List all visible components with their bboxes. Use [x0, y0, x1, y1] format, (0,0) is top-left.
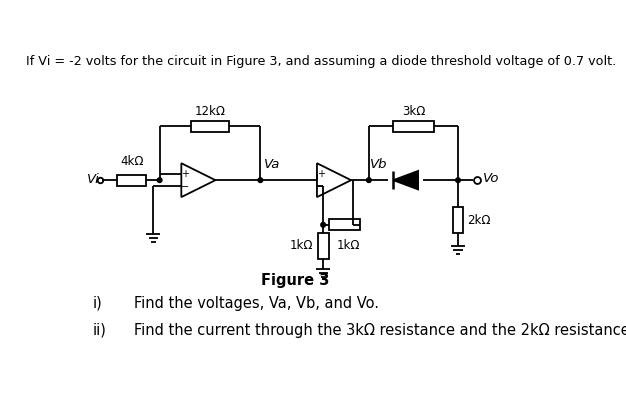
- Bar: [191, 121, 229, 132]
- Text: Vb: Vb: [371, 158, 388, 171]
- Text: Vo: Vo: [483, 172, 500, 185]
- Text: 1kΩ: 1kΩ: [290, 239, 313, 252]
- Circle shape: [367, 178, 371, 183]
- Text: Va: Va: [264, 158, 280, 171]
- Bar: [453, 207, 463, 233]
- Circle shape: [258, 178, 263, 183]
- Text: 3kΩ: 3kΩ: [402, 105, 425, 118]
- Text: 1kΩ: 1kΩ: [337, 239, 361, 252]
- Text: +: +: [317, 169, 325, 179]
- Text: 4kΩ: 4kΩ: [120, 155, 143, 168]
- Circle shape: [456, 178, 460, 183]
- Bar: [318, 233, 329, 259]
- Text: ii): ii): [92, 323, 106, 338]
- Text: +: +: [181, 169, 189, 179]
- Text: 2kΩ: 2kΩ: [467, 214, 491, 227]
- Polygon shape: [393, 171, 418, 189]
- Bar: [117, 175, 146, 186]
- Bar: [393, 121, 434, 132]
- Text: If Vi = -2 volts for the circuit in Figure 3, and assuming a diode threshold vol: If Vi = -2 volts for the circuit in Figu…: [26, 55, 616, 68]
- Text: Find the voltages, Va, Vb, and Vo.: Find the voltages, Va, Vb, and Vo.: [134, 296, 379, 311]
- Circle shape: [157, 178, 162, 183]
- Text: i): i): [92, 296, 102, 311]
- Text: Figure 3: Figure 3: [261, 273, 329, 288]
- Text: Find the current through the 3kΩ resistance and the 2kΩ resistance.: Find the current through the 3kΩ resista…: [134, 323, 626, 338]
- Text: −: −: [181, 182, 189, 191]
- Text: Vi: Vi: [86, 173, 100, 186]
- Text: 12kΩ: 12kΩ: [195, 105, 225, 118]
- Circle shape: [321, 223, 326, 227]
- Text: −: −: [317, 182, 325, 191]
- Bar: [329, 219, 361, 230]
